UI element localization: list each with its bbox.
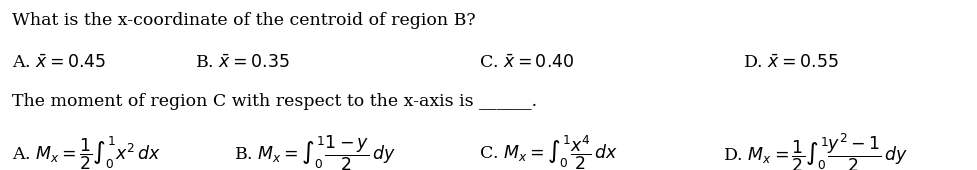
Text: B. $M_x = \int_0^{1}\dfrac{1-y}{2}\,dy$: B. $M_x = \int_0^{1}\dfrac{1-y}{2}\,dy$ xyxy=(234,133,397,170)
Text: A. $\bar{x} = 0.45$: A. $\bar{x} = 0.45$ xyxy=(12,54,106,72)
Text: A. $M_x = \dfrac{1}{2}\int_0^1 x^2\,dx$: A. $M_x = \dfrac{1}{2}\int_0^1 x^2\,dx$ xyxy=(12,134,161,170)
Text: What is the x-coordinate of the centroid of region B?: What is the x-coordinate of the centroid… xyxy=(12,12,476,29)
Text: D. $\bar{x} = 0.55$: D. $\bar{x} = 0.55$ xyxy=(743,54,838,72)
Text: D. $M_x = \dfrac{1}{2}\int_0^{1}\dfrac{y^2-1}{2}\,dy$: D. $M_x = \dfrac{1}{2}\int_0^{1}\dfrac{y… xyxy=(723,132,909,170)
Text: B. $\bar{x} = 0.35$: B. $\bar{x} = 0.35$ xyxy=(195,54,290,72)
Text: C. $M_x = \int_0^{1}\dfrac{x^4}{2}\,dx$: C. $M_x = \int_0^{1}\dfrac{x^4}{2}\,dx$ xyxy=(479,134,617,170)
Text: C. $\bar{x} = 0.40$: C. $\bar{x} = 0.40$ xyxy=(479,54,574,72)
Text: The moment of region C with respect to the x-axis is ______.: The moment of region C with respect to t… xyxy=(12,94,536,111)
